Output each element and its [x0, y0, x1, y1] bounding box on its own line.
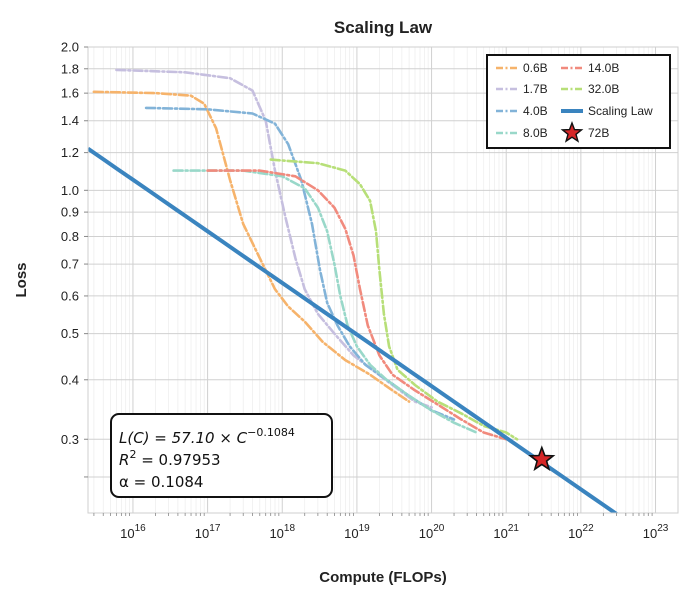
y-tick-label: 2.0: [61, 40, 79, 55]
x-axis-ticks: 1016 1017 1018 1019 1020 1021 1022 1023: [93, 513, 669, 541]
legend-label-32.0B: 32.0B: [588, 82, 619, 96]
alpha-value: α = 0.1084: [119, 473, 203, 491]
x-tick-label: 1022: [568, 523, 594, 541]
y-tick-label: 1.0: [61, 183, 79, 198]
legend-label-0.6B: 0.6B: [523, 61, 548, 75]
x-tick-label: 1020: [419, 523, 445, 541]
y-tick-label: 1.2: [61, 145, 79, 160]
x-tick-label: 1019: [344, 523, 370, 541]
y-tick-label: 0.8: [61, 229, 79, 244]
major-gridlines: [88, 46, 678, 513]
y-tick-label: 0.6: [61, 288, 79, 303]
fit-equation: L(C) = 57.10 × C−0.1084: [119, 426, 295, 447]
y-tick-label: 0.7: [61, 257, 79, 272]
fit-annotation: L(C) = 57.10 × C−0.1084 R2 = 0.97953 α =…: [110, 413, 333, 498]
y-tick-label: 1.6: [61, 86, 79, 101]
x-tick-label: 1023: [643, 523, 669, 541]
series-line-8.0B: [172, 169, 478, 434]
y-tick-label: 1.4: [61, 113, 79, 128]
plot-frame: [87, 46, 679, 514]
x-tick-label: 1016: [120, 523, 146, 541]
y-tick-label: 0.9: [61, 205, 79, 220]
legend-label-4.0B: 4.0B: [523, 104, 548, 118]
x-axis-label: Compute (FLOPs): [319, 569, 447, 586]
series-layer: [92, 68, 519, 441]
chart-title: Scaling Law: [334, 18, 433, 37]
fit-layer: [88, 147, 619, 513]
y-axis-label: Loss: [13, 262, 30, 297]
legend-label-1.7B: 1.7B: [523, 82, 548, 96]
annotation-box: [110, 413, 333, 498]
x-tick-label: 1017: [195, 523, 221, 541]
x-tick-label: 1018: [269, 523, 295, 541]
y-tick-label: 0.3: [61, 432, 79, 447]
y-tick-label: 0.4: [61, 372, 79, 387]
y-tick-label: 0.5: [61, 326, 79, 341]
legend-swatch-72b: [560, 121, 584, 143]
x-tick-label: 1021: [493, 523, 519, 541]
legend-label-72b: 72B: [588, 126, 609, 140]
y-tick-label: 1.8: [61, 61, 79, 76]
series-line-14.0B: [206, 169, 508, 441]
y-axis-ticks: 2.0 1.8 1.6 1.4 1.2 1.0 0.9 0.8 0.7 0.6 0.5 0.4 0.3: [61, 40, 88, 478]
legend-label-8.0B: 8.0B: [523, 126, 548, 140]
legend: 0.6B 1.7B 4.0B 8.0B 14.0B 32.0B Scaling Law 72B: [486, 54, 671, 149]
legend-label-14.0B: 14.0B: [588, 61, 619, 75]
scaling-law-line: [88, 147, 619, 513]
series-line-32.0B: [269, 158, 519, 441]
marker-72b-star: [528, 445, 556, 472]
r-squared: R2 = 0.97953: [119, 448, 221, 469]
marker-layer: [528, 445, 556, 472]
legend-label-scaling-law: Scaling Law: [588, 104, 653, 118]
